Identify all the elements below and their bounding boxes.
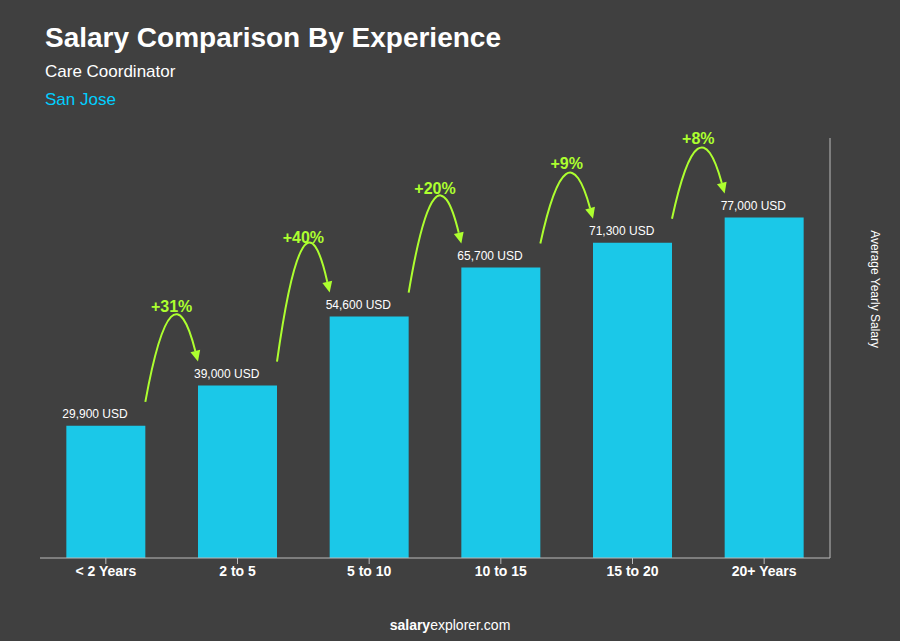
svg-text:+31%: +31% <box>151 298 192 315</box>
svg-text:2 to 5: 2 to 5 <box>219 563 256 579</box>
svg-text:20+ Years: 20+ Years <box>732 563 797 579</box>
svg-text:Average Yearly Salary: Average Yearly Salary <box>868 230 882 348</box>
svg-text:5 to 10: 5 to 10 <box>347 563 392 579</box>
html-text:Care Coordinator: Care Coordinator <box>45 62 176 81</box>
svg-text:77,000 USD: 77,000 USD <box>721 199 787 213</box>
html-text:salary explorer.com: salary explorer.com <box>389 617 511 633</box>
svg-text:< 2 Years: < 2 Years <box>75 563 136 579</box>
html-text:San Jose: San Jose <box>45 90 116 109</box>
html-text:Salary Comparison By Experienc: Salary Comparison By Experience <box>45 22 501 53</box>
svg-text:+9%: +9% <box>550 155 582 172</box>
svg-text:15 to 20: 15 to 20 <box>606 563 658 579</box>
svg-text:+20%: +20% <box>414 180 455 197</box>
svg-text:+8%: +8% <box>682 130 714 147</box>
svg-text:39,000 USD: 39,000 USD <box>194 367 260 381</box>
svg-text:29,900 USD: 29,900 USD <box>62 407 128 421</box>
svg-text:10 to 15: 10 to 15 <box>475 563 527 579</box>
svg-text:+40%: +40% <box>283 229 324 246</box>
svg-text:71,300 USD: 71,300 USD <box>589 224 655 238</box>
svg-text:54,600 USD: 54,600 USD <box>326 298 392 312</box>
svg-text:65,700 USD: 65,700 USD <box>457 249 523 263</box>
